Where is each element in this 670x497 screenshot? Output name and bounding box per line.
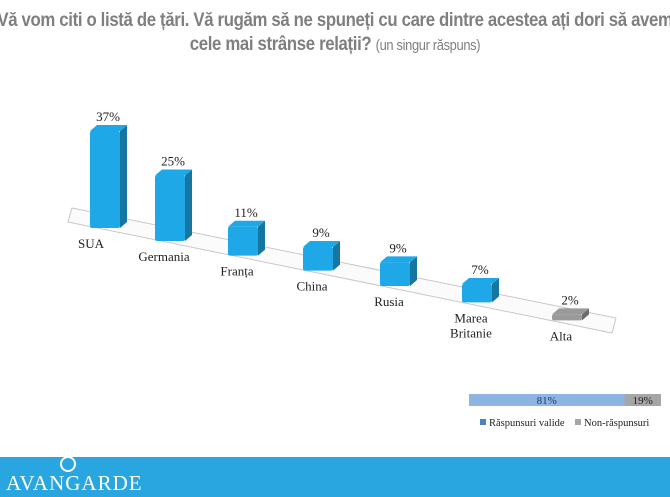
legend-swatch [575,419,581,425]
stacked-bar-segment [624,394,661,406]
bar-side [333,241,340,271]
value-label: 9% [312,225,330,240]
value-label: 11% [234,205,258,220]
bar-side [582,308,589,321]
legend-label: Răspunsuri valide [489,418,565,429]
category-label: Franța [220,264,253,279]
category-label: Marea [454,310,487,325]
bar-side [258,220,265,256]
bar [228,226,258,256]
stacked-bar-segment [469,394,625,406]
bar-side [185,169,192,241]
bar [552,314,582,321]
bar-side [492,278,499,303]
bar [462,284,492,303]
legend-swatch [480,419,486,425]
category-label: Alta [550,328,573,343]
bar [303,247,333,271]
value-label: 7% [471,262,489,277]
category-label: Britanie [450,325,492,340]
bar-top [90,125,127,132]
brand-logo: AVANGARDE [6,471,143,495]
title-subtitle: (un singur răspuns) [375,37,481,54]
bar-top [380,256,417,263]
bar-top [155,169,192,176]
bar-side [120,125,127,228]
bar [155,175,185,241]
bar-top [228,220,265,227]
category-label: China [296,279,327,294]
legend-label: Non-răspunsuri [584,418,649,429]
bar-top [303,241,340,248]
bar-chart-3d: 37% SUA 25% Germania 11% Franța 9% China 9% Rusia… [67,109,661,429]
avangarde-logo-icon [60,456,76,472]
category-label: Rusia [374,294,404,309]
bar [90,131,120,228]
category-label: SUA [78,236,105,251]
footer-band: AVANGARDE [0,456,670,497]
bar-top [552,308,589,315]
bar-side [410,256,417,286]
bar [380,262,410,286]
value-label: 37% [96,109,120,124]
category-label: Germania [138,249,189,264]
title-main: Vă vom citi o listă de țări. Vă rugăm să… [0,9,670,55]
value-label: 9% [389,240,407,255]
value-label: 2% [561,292,579,307]
segment-label: 19% [633,395,653,407]
value-label: 25% [161,154,185,169]
segment-label: 81% [537,395,557,407]
chart-floor [67,207,617,334]
bar-top [462,278,499,285]
chart-title: Vă vom citi o listă de țări. Vă rugăm să… [0,8,670,58]
